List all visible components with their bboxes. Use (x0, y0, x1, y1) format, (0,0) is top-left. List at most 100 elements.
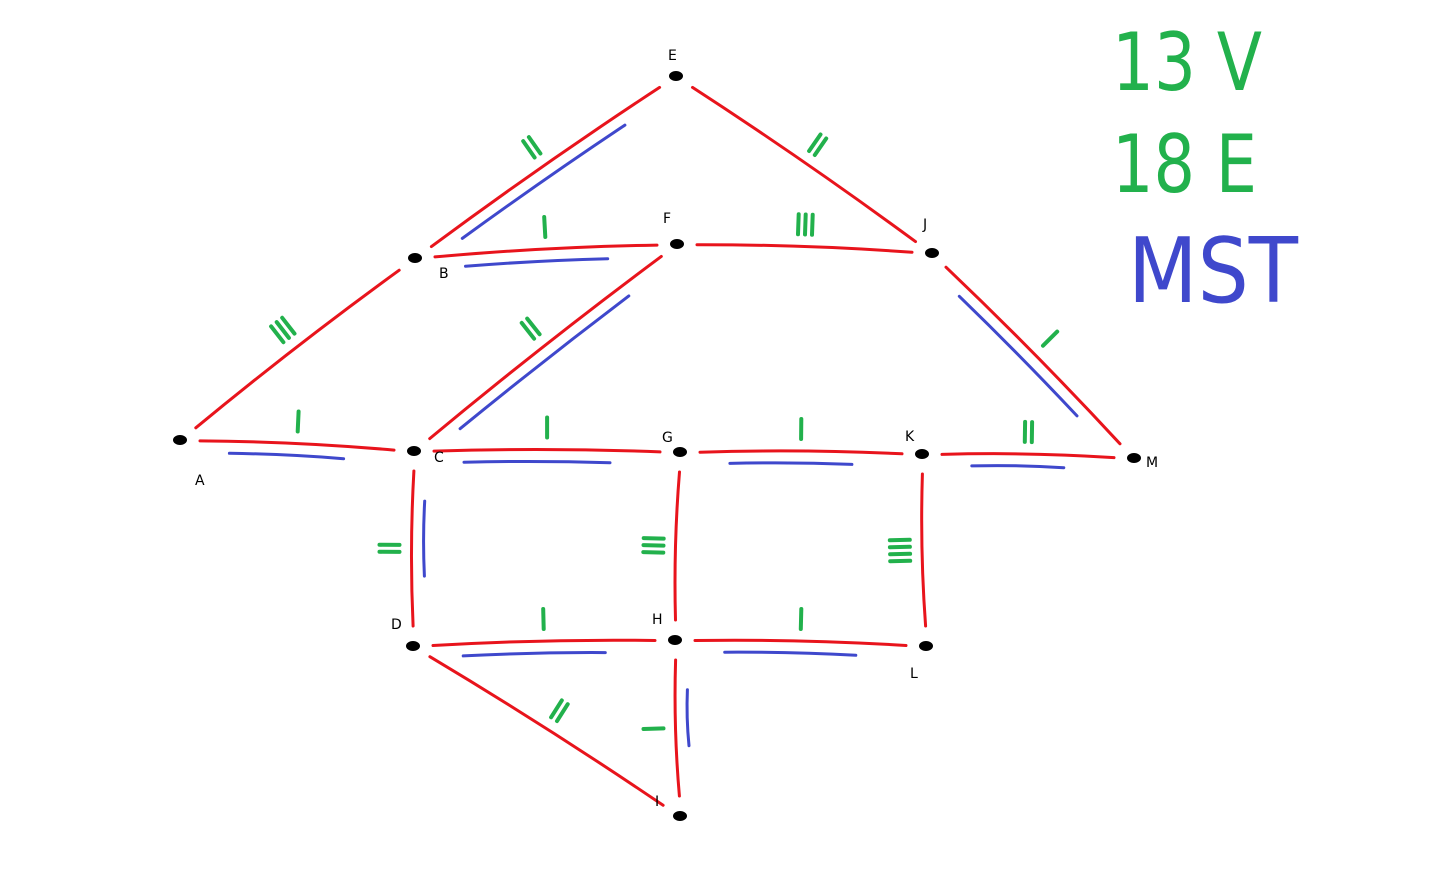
tally-mark (555, 702, 570, 724)
mst-edge-H-L (723, 650, 858, 657)
mst-edge-D-H (461, 651, 607, 658)
mst-edge-H-I (685, 688, 691, 748)
vertex-label-K: K (905, 429, 915, 445)
edge-F-J (695, 243, 914, 254)
vertex-L (919, 641, 933, 651)
tally-mark (641, 726, 666, 731)
tally-mark (1041, 329, 1060, 348)
vertex-label-E: E (668, 48, 677, 64)
vertex-E (669, 71, 683, 81)
vertex-label-C: C (434, 450, 444, 466)
edge-D-I (428, 655, 665, 807)
tally-mark (280, 315, 297, 336)
vertex-G (673, 447, 687, 457)
graph-edges (194, 85, 1122, 807)
edge-C-D (409, 469, 416, 628)
vertex-label-F: F (663, 211, 671, 227)
tally-mark (526, 135, 543, 156)
vertex-label-I: I (655, 794, 659, 810)
vertex-A (173, 435, 187, 445)
weight-tally-G-H (641, 536, 666, 555)
edge-C-G (432, 447, 662, 454)
mst-edge-A-C (227, 451, 346, 461)
edge-A-C (198, 439, 396, 452)
edge-G-K (698, 449, 904, 456)
mst-edges (227, 123, 1079, 748)
edge-K-L (920, 472, 928, 628)
tally-mark (295, 409, 301, 434)
vertex-M (1127, 453, 1141, 463)
edge-E-J (691, 85, 917, 244)
weight-tally-A-B (269, 315, 297, 345)
mst-edge-G-K (728, 461, 854, 466)
edge-K-M (940, 452, 1116, 460)
mst-edge-C-D (422, 499, 427, 578)
mst-edge-J-M (957, 294, 1079, 418)
weight-tally-A-C (295, 409, 301, 434)
tally-mark (269, 324, 286, 345)
weight-tally-E-J (807, 132, 829, 157)
mst-edge-K-M (970, 464, 1066, 470)
tally-mark (541, 607, 546, 631)
weight-tally-D-I (549, 698, 570, 724)
vertex-labels: A B C D E F G H I J K L M (195, 48, 1158, 810)
tally-mark (810, 212, 815, 237)
legend-edge-count: 18 E (1112, 118, 1257, 211)
tally-mark (521, 139, 537, 160)
edge-H-I (673, 658, 681, 798)
vertex-F (670, 239, 684, 249)
tally-mark (798, 607, 804, 631)
mst-edge-B-E (460, 123, 627, 240)
vertex-C (407, 446, 421, 456)
tally-mark (812, 136, 829, 157)
mst-edge-C-G (462, 459, 612, 465)
tally-mark (519, 320, 537, 341)
vertex-label-D: D (391, 617, 402, 633)
vertex-J (925, 248, 939, 258)
weight-tally-H-I (641, 726, 666, 731)
weight-tally-B-E (521, 135, 543, 160)
edge-weights (269, 132, 1060, 731)
vertex-I (673, 811, 687, 821)
edge-D-H (431, 638, 657, 647)
tally-mark (525, 316, 542, 337)
edge-B-E (429, 85, 662, 249)
vertex-K (915, 449, 929, 459)
edge-H-L (693, 638, 908, 647)
vertex-label-L: L (910, 666, 918, 682)
tally-mark (796, 212, 801, 237)
edge-J-M (944, 265, 1122, 446)
mst-edge-B-F (464, 257, 610, 268)
tally-mark (641, 536, 666, 541)
weight-tally-F-J (796, 212, 815, 237)
edge-B-F (433, 243, 659, 259)
mst-edge-C-F (458, 294, 631, 431)
tally-mark (807, 132, 823, 153)
weight-tally-C-D (377, 542, 402, 554)
edge-C-F (428, 254, 663, 441)
vertex-label-B: B (439, 266, 449, 282)
weight-tally-J-M (1041, 329, 1060, 348)
vertex-label-H: H (652, 612, 663, 628)
weight-tally-D-H (541, 607, 546, 631)
vertex-label-G: G (662, 430, 673, 446)
weight-tally-H-L (798, 607, 804, 631)
edge-G-H (673, 470, 681, 622)
vertex-D (406, 641, 420, 651)
graph-vertices (173, 71, 1141, 821)
vertex-B (408, 253, 422, 263)
tally-mark (641, 543, 666, 548)
edge-A-B (194, 268, 401, 430)
tally-mark (549, 698, 564, 720)
vertex-label-A: A (195, 473, 205, 489)
legend: 13 V 18 E MST (1112, 16, 1299, 324)
legend-vertex-count: 13 V (1112, 16, 1262, 109)
weight-tally-C-F (519, 316, 542, 341)
tally-mark (274, 320, 291, 340)
tally-mark (803, 212, 808, 237)
tally-mark (641, 550, 666, 555)
vertex-label-M: M (1146, 455, 1158, 471)
vertex-label-J: J (922, 217, 927, 233)
weight-tally-K-L (887, 537, 913, 564)
